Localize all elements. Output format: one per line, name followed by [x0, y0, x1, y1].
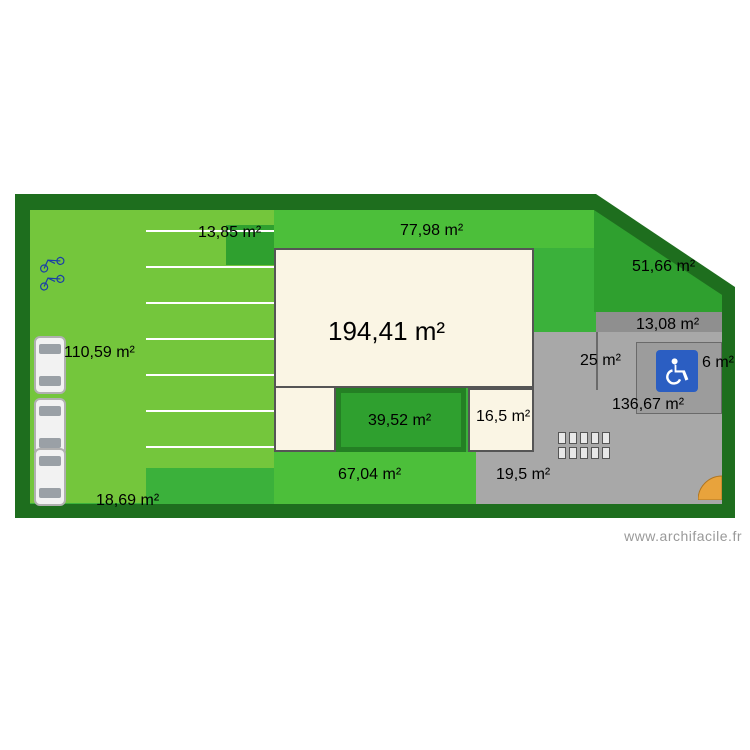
area-label: 51,66 m²	[632, 258, 695, 276]
watermark-text: www.archifacile.fr	[624, 528, 742, 544]
canvas: 13,85 m² 77,98 m² 51,66 m² 110,59 m² 194…	[0, 0, 750, 750]
area-label: 13,85 m²	[198, 224, 261, 242]
parking-line	[146, 374, 274, 376]
parking-line	[146, 338, 274, 340]
area-label: 25 m²	[580, 352, 621, 370]
parking-line	[146, 266, 274, 268]
area-label: 19,5 m²	[496, 466, 550, 484]
area-label: 39,52 m²	[368, 412, 431, 430]
door-icon	[698, 470, 722, 500]
car-icon	[34, 448, 66, 506]
area-label: 77,98 m²	[400, 222, 463, 240]
bike-rack-icon	[558, 432, 610, 462]
building-left-ext	[274, 388, 336, 452]
area-label: 16,5 m²	[476, 408, 530, 426]
car-icon	[34, 336, 66, 394]
parking-line	[146, 446, 274, 448]
area-label: 67,04 m²	[338, 466, 401, 484]
parking-line	[146, 410, 274, 412]
handicap-icon	[656, 350, 698, 392]
area-label: 18,69 m²	[96, 492, 159, 510]
area-label: 13,08 m²	[636, 316, 699, 334]
area-label: 6 m²	[702, 354, 734, 372]
area-label: 136,67 m²	[612, 396, 684, 414]
parking-line	[146, 302, 274, 304]
area-label: 194,41 m²	[328, 316, 445, 347]
area-label: 110,59 m²	[64, 344, 135, 362]
